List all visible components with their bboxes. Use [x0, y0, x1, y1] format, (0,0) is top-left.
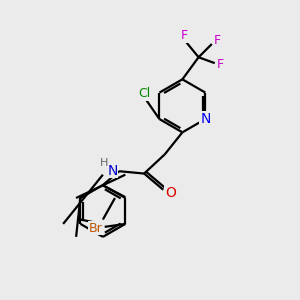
Text: Cl: Cl — [139, 87, 151, 100]
Text: F: F — [181, 29, 188, 42]
Text: F: F — [217, 58, 224, 71]
Text: F: F — [214, 34, 221, 47]
Text: H: H — [100, 158, 108, 168]
Text: N: N — [107, 164, 118, 178]
Text: Br: Br — [88, 222, 102, 235]
Text: N: N — [200, 112, 211, 126]
Text: O: O — [165, 186, 176, 200]
